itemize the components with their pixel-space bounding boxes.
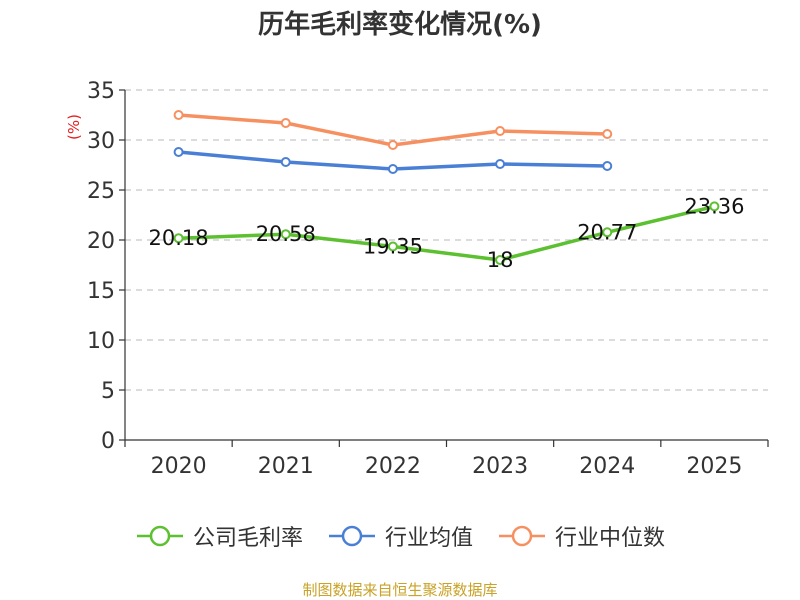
data-point [709, 201, 720, 212]
legend-label: 公司毛利率 [192, 526, 303, 551]
legend-swatch-marker [341, 525, 363, 547]
data-point [602, 129, 613, 139]
data-point [602, 227, 613, 238]
x-tick-label: 2022 [365, 454, 421, 479]
x-tick-label: 2024 [579, 454, 635, 479]
y-tick-label: 25 [87, 179, 115, 204]
series-layer [173, 110, 720, 265]
data-point [387, 241, 398, 252]
y-tick-label: 30 [87, 129, 115, 154]
series-1 [173, 147, 613, 174]
y-tick-label: 0 [101, 429, 115, 454]
legend-swatch-marker [149, 525, 171, 547]
data-point [173, 147, 184, 157]
data-label: 19.35 [363, 235, 423, 259]
legend-swatch-icon [328, 525, 375, 547]
legend-swatch-icon [499, 525, 545, 547]
data-label: 20.77 [577, 220, 637, 244]
chart-title: 历年毛利率变化情况(%) [258, 10, 542, 40]
series-2 [173, 110, 613, 150]
series-0 [173, 201, 720, 265]
data-point [387, 140, 398, 150]
data-point [495, 126, 506, 136]
x-tick-label: 2023 [472, 454, 528, 479]
y-tick-label: 35 [87, 79, 115, 104]
legend-item[interactable]: 公司毛利率 [135, 520, 303, 552]
y-tick-label: 15 [87, 279, 115, 304]
y-tick-label: 10 [87, 329, 115, 354]
data-point [602, 161, 613, 171]
data-point [495, 159, 506, 169]
data-point [173, 233, 184, 244]
legend-label: 行业中位数 [555, 526, 666, 551]
data-label: 20.58 [256, 222, 316, 246]
grid-layer [125, 89, 768, 391]
data-label: 23.36 [684, 194, 744, 218]
legend-swatch-marker [511, 525, 533, 547]
x-tick-label: 2025 [686, 454, 742, 479]
legend-label: 行业均值 [384, 526, 473, 551]
data-point [173, 110, 184, 120]
data-point [280, 118, 291, 128]
legend: 公司毛利率 行业均值 行业中位数 [0, 520, 800, 552]
series-line [178, 204, 715, 262]
data-point [280, 157, 291, 167]
data-label: 18 [487, 248, 514, 272]
legend-item[interactable]: 行业均值 [327, 520, 473, 552]
x-tick-label: 2020 [151, 454, 207, 479]
x-tick-label: 2021 [258, 454, 314, 479]
data-point [387, 164, 398, 174]
legend-item[interactable]: 行业中位数 [497, 520, 665, 552]
legend-swatch-icon [136, 525, 183, 547]
data-point [495, 255, 506, 265]
data-point [280, 229, 291, 240]
data-label-layer: 20.18 20.58 19.35 18 20.77 23.36 [149, 194, 745, 272]
y-tick-label: 5 [101, 379, 115, 404]
data-label: 20.18 [149, 226, 209, 250]
y-tick-label: 20 [87, 229, 115, 254]
data-source-note: 制图数据来自恒生聚源数据库 [302, 581, 498, 599]
